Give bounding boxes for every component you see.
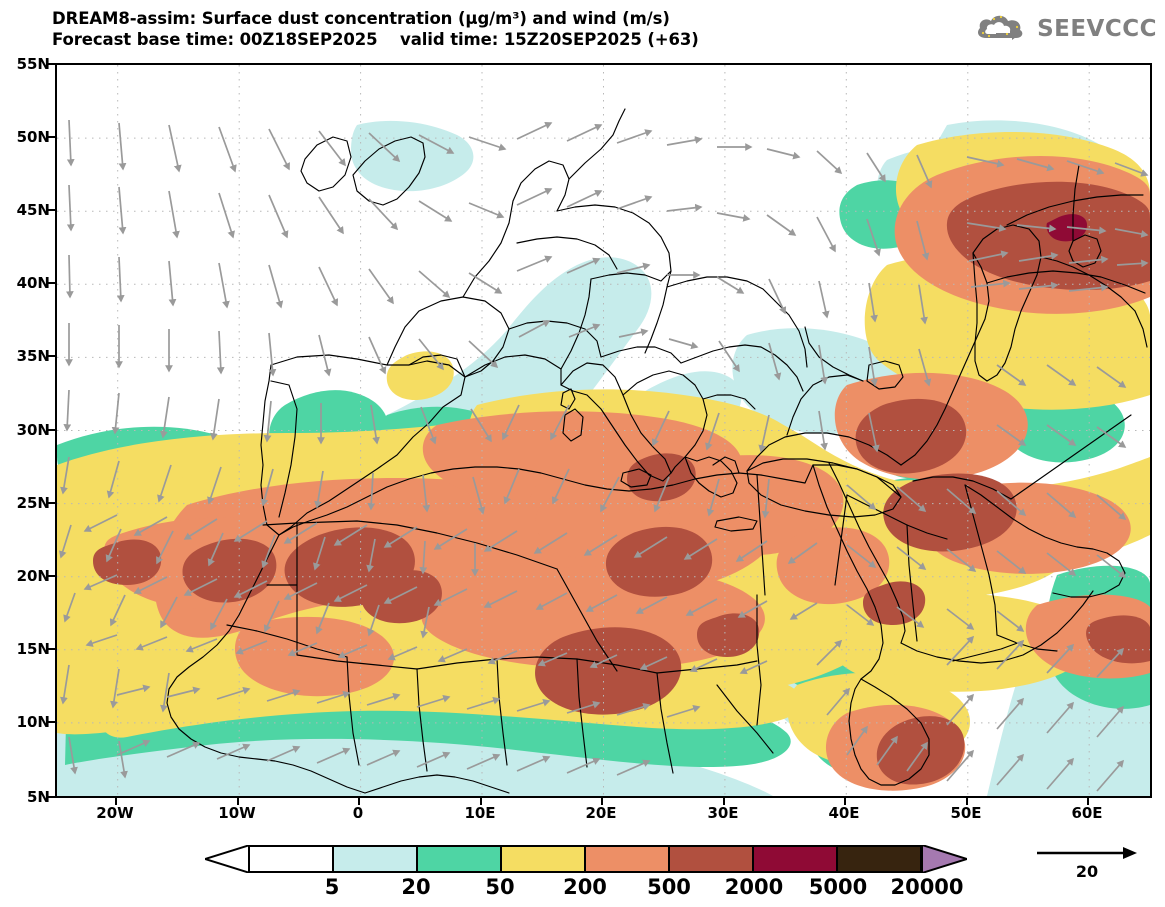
y-tick [48, 209, 55, 211]
colorbar-band-20-50[interactable] [418, 847, 502, 871]
x-tick [966, 798, 968, 805]
x-tick [237, 798, 239, 805]
y-tick [48, 282, 55, 284]
colorbar-tick-5: 5 [324, 875, 340, 899]
colorbar-tick-200: 200 [563, 875, 607, 899]
y-tick-label: 45N [16, 201, 50, 219]
y-tick-label: 10N [16, 713, 50, 731]
x-tick-label: 0 [352, 804, 364, 822]
colorbar-high-tip [922, 845, 967, 873]
x-tick-label: 10W [218, 804, 256, 822]
colorbar-band-2000-5000[interactable] [754, 847, 838, 871]
colorbar-band-500-2000[interactable] [670, 847, 754, 871]
forecast-time-line: Forecast base time: 00Z18SEP2025 valid t… [52, 30, 699, 49]
colorbar-tick-2000: 2000 [724, 875, 784, 899]
y-tick [48, 721, 55, 723]
y-tick-label: 50N [16, 128, 50, 146]
y-tick-label: 30N [16, 421, 50, 439]
x-tick [723, 798, 725, 805]
y-tick [48, 796, 55, 798]
colorbar-low-tip [205, 845, 250, 873]
y-tick [48, 63, 55, 65]
page-title: DREAM8-assim: Surface dust concentration… [52, 9, 670, 28]
y-tick-label: 55N [16, 55, 50, 73]
x-tick [115, 798, 117, 805]
x-tick [480, 798, 482, 805]
logo-text: SEEVCCC [1037, 16, 1157, 42]
y-tick-label: 35N [16, 347, 50, 365]
y-tick [48, 575, 55, 577]
y-tick-label: 5N [27, 788, 50, 806]
colorbar-tick-20000: 20000 [890, 875, 964, 899]
x-tick [1087, 798, 1089, 805]
colorbar-tick-5000: 5000 [808, 875, 868, 899]
x-tick-label: 20W [96, 804, 134, 822]
colorbar-tick-500: 500 [647, 875, 691, 899]
cloud-icon [978, 15, 1023, 40]
x-tick-label: 40E [828, 804, 860, 822]
y-tick [48, 136, 55, 138]
colorbar-tick-50: 50 [485, 875, 515, 899]
colorbar-band-200-500[interactable] [586, 847, 670, 871]
wind-scale-arrow-icon [1037, 847, 1137, 859]
colorbar-bands[interactable] [248, 845, 922, 873]
colorbar-band-5000-20000[interactable] [838, 847, 920, 871]
colorbar-band-0-5[interactable] [250, 847, 334, 871]
y-tick-label: 25N [16, 494, 50, 512]
y-tick [48, 502, 55, 504]
x-tick [358, 798, 360, 805]
y-tick [48, 429, 55, 431]
x-tick-label: 50E [950, 804, 982, 822]
x-tick [601, 798, 603, 805]
colorbar[interactable]: 5 20 50 200 500 2000 5000 20000 [205, 845, 967, 899]
y-tick-label: 40N [16, 274, 50, 292]
wind-scale-value: 20 [1075, 862, 1099, 881]
forecast-map[interactable] [55, 63, 1152, 798]
y-tick [48, 648, 55, 650]
colorbar-band-50-200[interactable] [502, 847, 586, 871]
x-tick [844, 798, 846, 805]
y-tick-label: 15N [16, 640, 50, 658]
x-tick-label: 60E [1071, 804, 1103, 822]
map-canvas [57, 65, 1150, 796]
colorbar-band-5-20[interactable] [334, 847, 418, 871]
x-tick-label: 10E [464, 804, 496, 822]
y-tick [48, 355, 55, 357]
seevccc-logo: SEEVCCC [974, 12, 1157, 46]
y-tick-label: 20N [16, 567, 50, 585]
x-tick-label: 20E [585, 804, 617, 822]
x-tick-label: 30E [707, 804, 739, 822]
wind-scale-reference: 20 [1035, 846, 1145, 886]
title-block: DREAM8-assim: Surface dust concentration… [52, 8, 952, 50]
colorbar-labels: 5 20 50 200 500 2000 5000 20000 [205, 873, 965, 903]
colorbar-tick-20: 20 [401, 875, 431, 899]
